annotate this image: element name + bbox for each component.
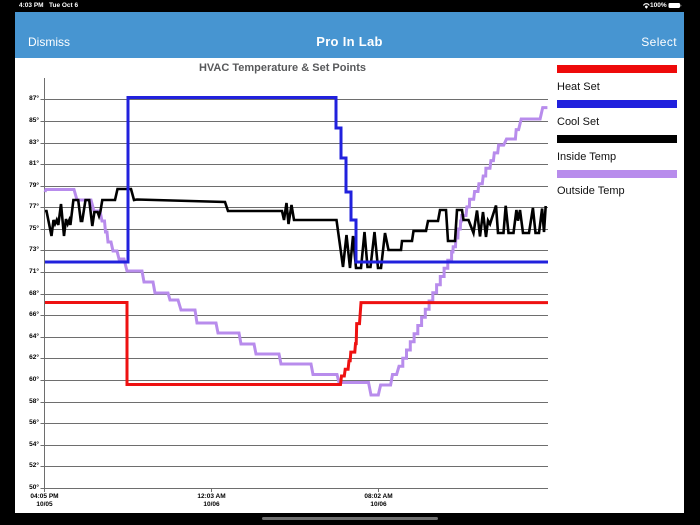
svg-text:64°: 64° <box>29 332 39 340</box>
svg-text:79°: 79° <box>29 181 39 189</box>
svg-text:66°: 66° <box>29 310 39 318</box>
svg-text:83°: 83° <box>29 138 39 146</box>
svg-text:10/06: 10/06 <box>203 501 220 508</box>
svg-text:60°: 60° <box>29 375 39 383</box>
svg-text:81°: 81° <box>29 159 39 167</box>
svg-text:50°: 50° <box>29 483 39 491</box>
svg-text:58°: 58° <box>29 397 39 405</box>
svg-text:68°: 68° <box>29 289 39 297</box>
svg-text:52°: 52° <box>29 461 39 469</box>
svg-text:10/06: 10/06 <box>370 501 387 508</box>
svg-text:10/05: 10/05 <box>36 501 53 508</box>
svg-text:73°: 73° <box>29 245 39 253</box>
svg-text:08:02 AM: 08:02 AM <box>364 493 392 500</box>
svg-text:56°: 56° <box>29 418 39 426</box>
svg-text:12:03 AM: 12:03 AM <box>197 493 225 500</box>
svg-text:85°: 85° <box>29 116 39 124</box>
svg-text:04:05 PM: 04:05 PM <box>30 493 58 500</box>
svg-text:71°: 71° <box>29 267 39 275</box>
svg-text:75°: 75° <box>29 224 39 232</box>
svg-text:62°: 62° <box>29 353 39 361</box>
svg-text:77°: 77° <box>29 202 39 210</box>
svg-text:87°: 87° <box>29 94 39 102</box>
svg-text:54°: 54° <box>29 440 39 448</box>
